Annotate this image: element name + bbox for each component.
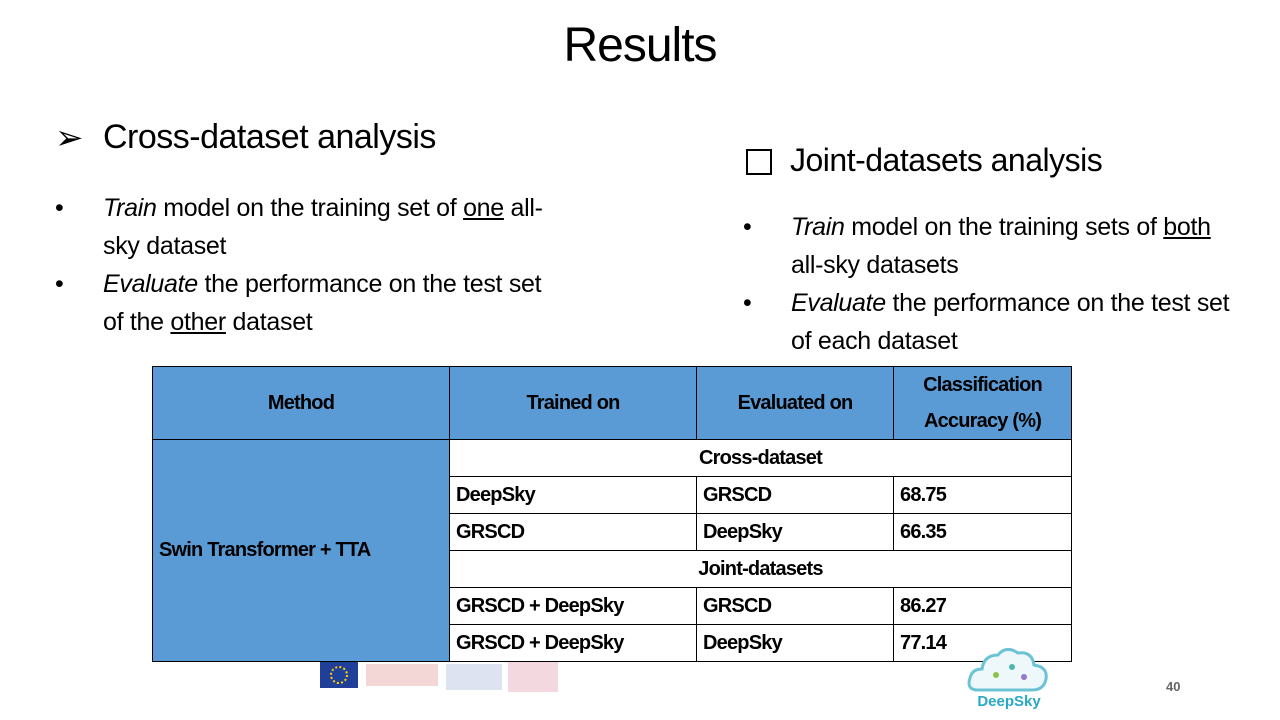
section-row: Joint-datasets	[153, 550, 1072, 588]
section-cell: Joint-datasets	[449, 550, 1072, 588]
bullet: • Evaluate the performance on the test se…	[55, 270, 542, 336]
cell: GRSCD	[696, 476, 894, 514]
node	[1021, 674, 1027, 680]
row: DeepSky GRSCD 68.75	[153, 476, 1072, 514]
eu-flag	[320, 662, 358, 688]
cell: GRSCD + DeepSky	[449, 587, 697, 625]
section-heading: Cross-dataset analysis	[103, 118, 436, 156]
bullet: • Train model on the training sets of bot…	[743, 213, 1211, 279]
logo-text: DeepSky	[977, 693, 1041, 710]
text: model on the training set of	[156, 194, 464, 222]
text: model on the training sets of	[844, 213, 1164, 241]
text: dataset	[225, 308, 313, 336]
node	[1009, 664, 1015, 670]
funding-logos	[320, 662, 558, 692]
cell: GRSCD + DeepSky	[449, 624, 697, 662]
text: the performance on the test set of the	[103, 270, 542, 336]
underline: both	[1163, 213, 1211, 241]
header-row: Method Trained on Evaluated on Classific…	[152, 366, 1072, 440]
row: GRSCD + DeepSky GRSCD 86.27	[153, 587, 1072, 625]
header-cell: Trained on	[449, 366, 697, 440]
section-cell: Cross-dataset	[449, 439, 1072, 477]
header-cell: Method	[152, 366, 450, 440]
cell: GRSCD	[449, 513, 697, 551]
deepsky-cloud	[967, 648, 1048, 692]
text: all-sky dataset	[103, 194, 543, 260]
node	[993, 672, 999, 678]
text: the performance on the test set of each …	[791, 289, 1230, 355]
method-cell: Swin Transformer + TTA	[152, 439, 450, 662]
cell: DeepSky	[696, 513, 894, 551]
eu-stars	[330, 666, 348, 684]
cell: 66.35	[893, 513, 1072, 551]
checkbox-bullet	[746, 149, 772, 175]
bullet-list: • Train model on the training sets of bot…	[743, 208, 1231, 360]
header-cell: Classification Accuracy (%)	[893, 366, 1072, 440]
row: GRSCD + DeepSky DeepSky 77.14	[153, 624, 1072, 662]
underline: one	[463, 194, 504, 222]
bullet-list: • Train model on the training set of one …	[55, 189, 543, 341]
header-cell: Evaluated on	[696, 366, 894, 440]
slide-title: Results	[563, 19, 717, 72]
emphasis: Train	[791, 213, 845, 241]
underline: other	[170, 308, 226, 336]
emphasis: Evaluate	[103, 270, 198, 298]
section-heading: Joint-datasets analysis	[790, 142, 1103, 178]
page-number: 40	[1166, 679, 1181, 694]
results-table: Method Trained on Evaluated on Classific…	[152, 366, 1072, 662]
text: all-sky datasets	[791, 251, 959, 279]
cell: 86.27	[893, 587, 1072, 625]
cell: DeepSky	[696, 624, 894, 662]
bullet: • Evaluate the performance on the test se…	[743, 289, 1230, 355]
program-text	[366, 664, 438, 686]
cell: GRSCD	[696, 587, 894, 625]
cell: DeepSky	[449, 476, 697, 514]
section-row: Swin Transformer + TTA Cross-dataset	[152, 439, 1072, 662]
espa-logo	[508, 662, 558, 692]
cell: 77.14	[893, 624, 1072, 662]
emphasis: Evaluate	[791, 289, 886, 317]
row: GRSCD DeepSky 66.35	[153, 513, 1072, 551]
cloud	[967, 648, 1048, 692]
emphasis: Train	[103, 194, 157, 222]
cell: 68.75	[893, 476, 1072, 514]
bullet: • Train model on the training set of one …	[55, 194, 543, 260]
arrow-bullet: ➢	[55, 119, 84, 157]
epanek-logo	[446, 664, 502, 690]
